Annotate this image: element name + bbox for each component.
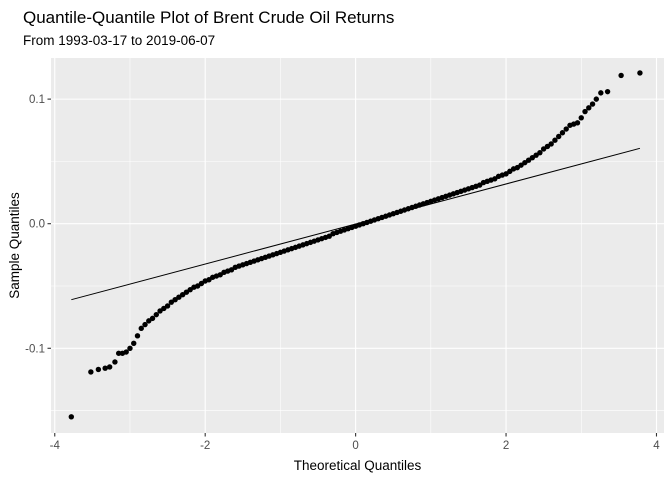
chart-subtitle: From 1993-03-17 to 2019-06-07 (23, 33, 215, 48)
data-point (123, 349, 129, 355)
data-point (618, 72, 624, 79)
data-point (115, 350, 122, 356)
data-point (88, 369, 94, 375)
data-point (637, 70, 643, 76)
data-point (586, 105, 592, 111)
data-point (142, 321, 148, 328)
data-point (106, 364, 113, 370)
chart-title: Quantile-Quantile Plot of Brent Crude Oi… (23, 8, 394, 27)
x-axis-title: Theoretical Quantiles (294, 458, 422, 473)
plot-panel (51, 58, 664, 433)
y-axis: -0.1 0.0 0.1 (25, 94, 51, 355)
data-point (604, 88, 611, 95)
data-point (582, 108, 588, 115)
data-point (131, 340, 137, 346)
data-point (552, 137, 558, 143)
data-point (578, 115, 584, 121)
x-tick-label: -4 (50, 440, 61, 452)
data-point (68, 414, 75, 420)
y-axis-title: Sample Quantiles (7, 192, 22, 299)
x-tick-label: -2 (200, 440, 210, 452)
x-tick-label: 2 (503, 440, 509, 452)
data-point (134, 333, 141, 339)
data-point (95, 366, 102, 373)
y-tick-label: 0.1 (29, 94, 45, 106)
data-point (164, 303, 171, 309)
data-point (102, 365, 108, 371)
sample-points (68, 70, 643, 420)
data-point (563, 126, 569, 132)
data-point (555, 133, 562, 140)
data-point (127, 345, 133, 351)
data-point (589, 101, 596, 107)
data-point (548, 141, 554, 147)
x-tick-label: 0 (352, 440, 358, 452)
data-point (537, 149, 543, 156)
data-point (598, 90, 604, 96)
y-tick-label: 0.0 (29, 219, 45, 231)
data-point (559, 130, 566, 136)
data-point (138, 325, 144, 332)
x-tick-label: 4 (653, 440, 660, 452)
y-tick-label: -0.1 (25, 343, 45, 355)
data-point (593, 96, 600, 102)
data-point (112, 359, 118, 365)
x-axis: -4 -2 0 2 4 (50, 433, 660, 452)
data-point (574, 120, 581, 126)
data-point (153, 311, 160, 318)
data-point (149, 315, 156, 322)
